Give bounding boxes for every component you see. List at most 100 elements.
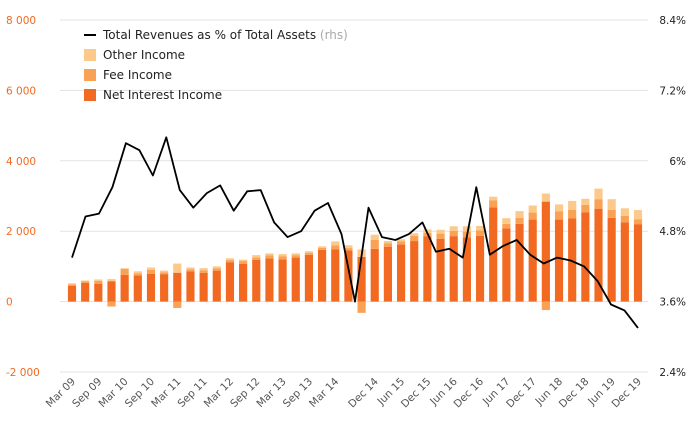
bar-fee-income: [383, 243, 392, 247]
bar-net-interest-income: [370, 248, 379, 302]
bar-fee-income: [318, 247, 327, 250]
bar-other-income: [370, 234, 379, 240]
x-tick-label: Dec 19: [609, 376, 644, 411]
bar-net-interest-income: [502, 228, 511, 302]
x-tick-label: Mar 14: [307, 375, 342, 410]
y-tick-label: -2 000: [6, 367, 40, 379]
bar-net-interest-income: [396, 244, 406, 302]
y-axis-left: 8 000 6 000 4 000 2 000 0 -2 000: [6, 15, 40, 379]
bar-other-income: [133, 271, 142, 274]
bar-fee-income: [633, 219, 643, 225]
y-tick-label: 6 000: [6, 85, 36, 97]
bar-other-income: [581, 198, 590, 205]
bar-fee-income: [212, 268, 221, 271]
bar-fee-income: [554, 211, 564, 220]
legend: Total Revenues as % of Total Assets (rhs…: [84, 28, 348, 102]
bar-fee-income: [568, 209, 577, 219]
bar-other-income: [212, 266, 221, 269]
bar-net-interest-income: [291, 257, 300, 302]
bar-net-interest-income: [173, 272, 182, 302]
bar-net-interest-income: [620, 222, 629, 302]
bar-net-interest-income: [133, 275, 142, 302]
bar-net-interest-income: [449, 236, 458, 302]
bar-fee-income: [594, 199, 603, 209]
bar-other-income: [436, 229, 445, 234]
bar-net-interest-income: [304, 254, 314, 302]
bars: [67, 188, 643, 313]
bar-fee-income: [225, 260, 235, 263]
bar-other-income: [396, 239, 406, 242]
bar-net-interest-income: [331, 249, 340, 302]
bar-net-interest-income: [410, 241, 419, 302]
bar-fee-income: [502, 223, 511, 229]
bar-other-income: [594, 188, 603, 200]
bar-net-interest-income: [528, 219, 537, 302]
bar-other-income: [331, 241, 340, 246]
x-tick-label: Dec 16: [451, 375, 486, 410]
bar-net-interest-income: [107, 281, 116, 302]
bar-net-interest-income: [81, 282, 90, 302]
bar-fee-income: [449, 230, 458, 237]
bar-net-interest-income: [436, 238, 445, 302]
bar-other-income: [633, 210, 643, 220]
bar-fee-income: [370, 240, 379, 249]
y-axis-right: 8.4% 7.2% 6% 4.8% 3.6% 2.4%: [659, 15, 686, 379]
bar-fee-income: [252, 257, 261, 260]
bar-net-interest-income: [252, 259, 261, 302]
bar-other-income: [160, 270, 169, 273]
bar-fee-income: [581, 204, 590, 213]
y2-tick-label: 8.4%: [659, 15, 686, 27]
bar-net-interest-income: [344, 250, 353, 302]
legend-label: Net Interest Income: [103, 88, 222, 102]
x-tick-label: Dec 18: [557, 376, 592, 411]
bar-net-interest-income: [581, 212, 590, 302]
bar-fee-income: [515, 217, 524, 224]
bar-fee-income: [265, 255, 274, 259]
bar-other-income: [291, 253, 300, 256]
bar-other-income: [449, 226, 458, 231]
x-tick-label: Dec 14: [346, 375, 381, 410]
x-tick-label: Dec 15: [399, 376, 434, 411]
bar-other-income: [475, 225, 485, 231]
y2-tick-label: 7.2%: [659, 85, 686, 97]
bar-other-income: [502, 218, 511, 224]
legend-box-swatch: [84, 49, 96, 61]
bar-net-interest-income: [225, 262, 235, 302]
bar-other-income: [541, 193, 550, 202]
bar-other-income: [239, 259, 248, 262]
bar-other-income: [489, 196, 498, 201]
bar-other-income: [265, 253, 274, 256]
bar-fee-income: [120, 268, 129, 275]
bar-fee-income: [528, 212, 537, 220]
y2-tick-label: 2.4%: [659, 367, 686, 379]
bar-fee-income: [173, 301, 182, 308]
bar-fee-income: [436, 233, 445, 239]
bar-other-income: [146, 267, 156, 270]
bar-other-income: [120, 268, 129, 269]
bar-net-interest-income: [541, 201, 550, 302]
bar-net-interest-income: [475, 235, 485, 302]
bar-fee-income: [133, 273, 142, 276]
legend-label: Fee Income: [103, 68, 172, 82]
bar-fee-income: [304, 253, 314, 255]
bar-net-interest-income: [568, 218, 577, 302]
x-tick-label: Dec 17: [504, 376, 539, 411]
bar-other-income: [225, 258, 235, 261]
bar-other-income: [462, 226, 471, 232]
legend-suffix: (rhs): [316, 28, 348, 42]
bar-net-interest-income: [462, 237, 471, 302]
bar-net-interest-income: [146, 273, 156, 302]
bar-other-income: [620, 208, 629, 216]
bar-other-income: [67, 283, 77, 285]
y2-tick-label: 4.8%: [659, 226, 686, 238]
bar-other-income: [318, 246, 327, 248]
bar-other-income: [410, 233, 419, 236]
bar-net-interest-income: [199, 272, 208, 302]
bar-fee-income: [291, 255, 300, 258]
bar-other-income: [554, 204, 564, 212]
bar-other-income: [344, 245, 353, 249]
bar-other-income: [186, 267, 195, 270]
y-tick-label: 4 000: [6, 156, 36, 168]
